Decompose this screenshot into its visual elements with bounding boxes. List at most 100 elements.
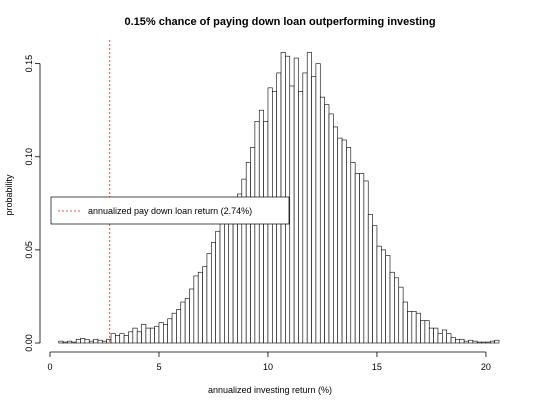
histogram-bar: [306, 52, 312, 344]
histogram-bar: [324, 104, 330, 344]
y-tick-label: 0.05: [24, 241, 34, 259]
histogram-bar: [171, 312, 177, 344]
histogram-bar: [485, 341, 491, 344]
histogram-bar: [328, 113, 334, 344]
histogram-bar: [394, 277, 400, 344]
histogram-bar: [398, 286, 404, 344]
histogram-bar: [88, 340, 94, 344]
histogram-bar: [472, 340, 478, 344]
histogram-bar: [402, 301, 408, 344]
histogram-bar: [363, 180, 369, 344]
histogram-bar: [189, 288, 195, 344]
histogram-bar: [428, 327, 434, 344]
histogram-bar: [136, 331, 142, 344]
x-tick-label: 20: [481, 362, 491, 372]
histogram-bar: [75, 338, 81, 344]
histogram-bar: [468, 339, 474, 344]
y-tick-label: 0.00: [24, 334, 34, 352]
histogram-bar: [67, 340, 73, 344]
histogram-bar: [341, 139, 347, 344]
y-axis-label: probability: [4, 174, 14, 216]
histogram-bar: [132, 327, 138, 344]
histogram-bar: [411, 311, 417, 344]
histogram-bar: [141, 324, 147, 344]
histogram-bar: [149, 327, 155, 344]
histogram-bar: [115, 335, 121, 344]
histogram-bar: [293, 57, 299, 344]
x-axis: 0 5 10 15 20: [47, 351, 491, 372]
histogram-bar: [210, 242, 216, 344]
histogram-bar: [476, 341, 482, 344]
histogram-bar: [250, 147, 256, 344]
histogram-bar: [258, 109, 264, 344]
histogram-bar: [298, 91, 304, 344]
histogram-bar: [376, 245, 382, 344]
histogram-bar: [407, 311, 413, 344]
histogram-bar: [333, 126, 339, 344]
histogram-bar: [446, 333, 452, 344]
histogram-bar: [102, 340, 107, 344]
x-tick-label: 0: [47, 362, 52, 372]
histogram-bar: [224, 217, 230, 344]
histogram-bar: [302, 72, 308, 344]
histogram-bar: [154, 325, 160, 344]
histogram-bar: [315, 63, 321, 344]
histogram-bar: [350, 162, 356, 344]
histogram-bar: [110, 333, 116, 344]
histogram-bar: [163, 324, 168, 344]
x-tick-label: 15: [372, 362, 382, 372]
histogram-bar: [232, 204, 238, 344]
x-tick-label: 5: [156, 362, 161, 372]
histogram-bar: [354, 173, 360, 344]
histogram-bar: [463, 340, 469, 344]
histogram-bar: [206, 253, 212, 344]
histogram-bar: [442, 329, 447, 344]
histogram-bar: [80, 338, 86, 344]
histogram-bar: [197, 271, 203, 344]
histogram-bar: [158, 322, 164, 344]
histogram-bar: [128, 331, 134, 344]
histogram-bar: [180, 301, 186, 344]
histogram-bar: [84, 338, 90, 344]
y-tick-label: 0.10: [24, 148, 34, 166]
histogram-bar: [263, 121, 269, 344]
histogram-bar: [455, 338, 461, 344]
histogram-bar: [372, 225, 378, 344]
histogram-bar: [311, 76, 317, 344]
histogram-bar: [459, 338, 465, 344]
histogram-bar: [437, 333, 443, 344]
histogram-bar: [123, 335, 129, 344]
histogram-bar: [450, 337, 456, 344]
histogram-bar: [385, 255, 391, 344]
legend-entry-label: annualized pay down loan return (2.74%): [88, 206, 252, 216]
histogram-bar: [319, 96, 325, 344]
histogram-bar: [176, 309, 182, 344]
legend-box: [50, 196, 290, 225]
histogram-bar: [389, 271, 395, 344]
histogram-bar: [167, 318, 173, 344]
histogram-bar: [202, 266, 208, 344]
y-axis: 0.00 0.05 0.10 0.15: [24, 55, 41, 352]
chart-title: 0.15% chance of paying down loan outperf…: [124, 16, 435, 28]
histogram-bar: [193, 275, 199, 344]
histogram-bar: [228, 210, 234, 344]
histogram-bar: [184, 297, 190, 344]
histogram-bar: [97, 339, 103, 344]
histogram-bar: [219, 221, 225, 344]
histogram-bar: [359, 173, 365, 344]
histogram-bar: [415, 312, 421, 344]
histogram-bar: [93, 338, 99, 344]
x-axis-label: annualized investing return (%): [208, 385, 332, 395]
histogram-bar: [71, 341, 77, 344]
histogram-bar: [245, 162, 251, 344]
histogram-bar: [433, 327, 439, 344]
histogram-bar: [424, 320, 430, 344]
histogram-bar: [215, 230, 221, 344]
y-tick-label: 0.15: [24, 55, 34, 73]
histogram-bar: [62, 341, 68, 344]
histogram-bar: [494, 339, 500, 344]
histogram-bar: [380, 249, 386, 344]
legend: annualized pay down loan return (2.74%): [50, 196, 290, 225]
histogram-bar: [489, 340, 495, 344]
